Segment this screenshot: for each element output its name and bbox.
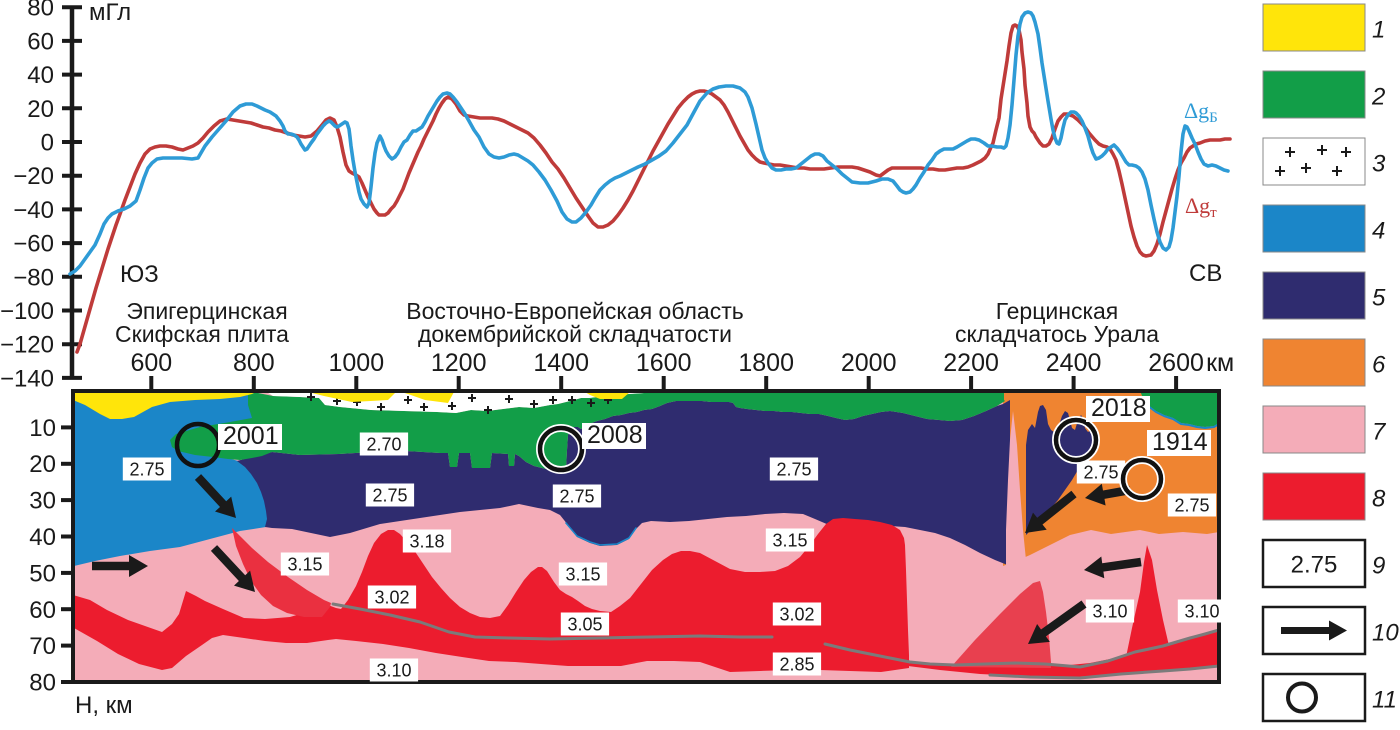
svg-text:50: 50: [29, 560, 56, 587]
svg-text:800: 800: [233, 349, 275, 377]
svg-text:3.02: 3.02: [374, 588, 409, 608]
svg-text:40: 40: [29, 524, 56, 551]
svg-text:3.02: 3.02: [779, 605, 814, 625]
svg-text:3.15: 3.15: [772, 531, 807, 551]
svg-text:11: 11: [1372, 687, 1397, 714]
svg-text:1000: 1000: [328, 349, 384, 377]
svg-text:1600: 1600: [636, 349, 692, 377]
svg-text:2.75: 2.75: [1174, 496, 1209, 516]
svg-text:Н, км: Н, км: [75, 692, 133, 719]
svg-text:40: 40: [27, 62, 54, 89]
svg-text:600: 600: [130, 349, 172, 377]
svg-text:СВ: СВ: [1189, 260, 1222, 287]
svg-text:2.85: 2.85: [779, 655, 814, 675]
svg-text:3.10: 3.10: [1184, 602, 1219, 622]
svg-text:2.75: 2.75: [776, 460, 811, 480]
svg-text:−20: −20: [13, 163, 54, 190]
svg-text:1200: 1200: [431, 349, 487, 377]
svg-text:3.10: 3.10: [1092, 602, 1127, 622]
svg-text:80: 80: [29, 670, 56, 697]
svg-text:докембрийской складчатости: докембрийской складчатости: [418, 321, 732, 347]
svg-text:складчатось Урала: складчатось Урала: [955, 321, 1159, 347]
svg-text:60: 60: [27, 28, 54, 55]
svg-text:Эпигерцинская: Эпигерцинская: [126, 298, 287, 324]
svg-text:1914: 1914: [1152, 428, 1208, 456]
svg-text:2.75: 2.75: [129, 460, 164, 480]
svg-text:км: км: [1206, 349, 1234, 377]
svg-text:2200: 2200: [943, 349, 999, 377]
svg-text:80: 80: [27, 0, 54, 22]
svg-text:9: 9: [1372, 553, 1385, 580]
svg-text:3.15: 3.15: [287, 555, 322, 575]
svg-text:7: 7: [1372, 419, 1387, 446]
svg-text:1800: 1800: [738, 349, 794, 377]
svg-text:70: 70: [29, 633, 56, 660]
svg-text:30: 30: [29, 488, 56, 515]
svg-text:8: 8: [1372, 486, 1386, 513]
svg-text:−60: −60: [13, 231, 54, 258]
svg-text:3.05: 3.05: [567, 615, 602, 635]
svg-text:10: 10: [1372, 620, 1399, 647]
svg-text:3.15: 3.15: [565, 565, 600, 585]
svg-text:2400: 2400: [1046, 349, 1102, 377]
svg-text:0: 0: [41, 130, 54, 157]
svg-text:2600: 2600: [1148, 349, 1204, 377]
svg-text:Герцинская: Герцинская: [996, 298, 1119, 324]
svg-text:2008: 2008: [587, 421, 643, 449]
svg-text:2000: 2000: [841, 349, 897, 377]
svg-text:60: 60: [29, 597, 56, 624]
svg-text:1400: 1400: [533, 349, 589, 377]
svg-text:2.75: 2.75: [559, 487, 594, 507]
svg-text:3: 3: [1372, 151, 1386, 178]
svg-text:2.70: 2.70: [366, 435, 401, 455]
svg-text:Скифская плита: Скифская плита: [115, 321, 289, 347]
svg-text:2: 2: [1371, 84, 1385, 111]
svg-text:1: 1: [1372, 17, 1385, 44]
svg-text:ЮЗ: ЮЗ: [120, 261, 159, 288]
svg-text:4: 4: [1372, 218, 1385, 245]
svg-text:2001: 2001: [223, 422, 279, 450]
svg-text:3.10: 3.10: [376, 661, 411, 681]
svg-text:6: 6: [1372, 352, 1386, 379]
svg-text:Восточно-Европейская область: Восточно-Европейская область: [406, 298, 743, 324]
svg-text:20: 20: [27, 96, 54, 123]
svg-text:5: 5: [1372, 285, 1386, 312]
svg-text:2.75: 2.75: [372, 486, 407, 506]
svg-text:20: 20: [29, 451, 56, 478]
svg-text:−80: −80: [13, 264, 54, 291]
svg-text:−40: −40: [13, 197, 54, 224]
svg-text:2.75: 2.75: [1083, 463, 1118, 483]
svg-text:−120: −120: [0, 332, 54, 359]
svg-text:мГл: мГл: [89, 0, 131, 26]
svg-text:10: 10: [29, 415, 56, 442]
svg-text:−140: −140: [0, 365, 54, 392]
svg-text:2.75: 2.75: [1291, 552, 1338, 579]
svg-text:−100: −100: [0, 298, 54, 325]
svg-text:2018: 2018: [1091, 394, 1147, 422]
svg-text:3.18: 3.18: [409, 532, 444, 552]
